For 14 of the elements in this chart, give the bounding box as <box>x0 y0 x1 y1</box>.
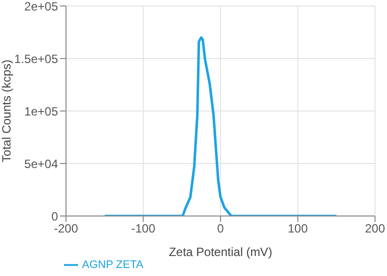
y-tick-label: 1.5e+05 <box>14 52 58 66</box>
y-tick-label: 1e+05 <box>24 104 58 118</box>
x-tick-label: 0 <box>217 222 224 236</box>
legend-label: AGNP ZETA <box>82 258 144 271</box>
x-tick-label: -200 <box>54 222 78 236</box>
x-tick-label: -100 <box>131 222 156 236</box>
y-axis-title: Total Counts (kcps) <box>0 60 14 162</box>
x-axis-title: Zeta Potential (mV) <box>168 245 272 259</box>
y-tick-label: 5e+04 <box>24 156 58 171</box>
x-tick-label: 100 <box>288 222 308 236</box>
y-tick-label: 2e+05 <box>24 0 58 14</box>
x-tick-label: 200 <box>364 222 386 236</box>
line-series <box>103 36 338 216</box>
y-tick-label: 0 <box>51 209 58 224</box>
